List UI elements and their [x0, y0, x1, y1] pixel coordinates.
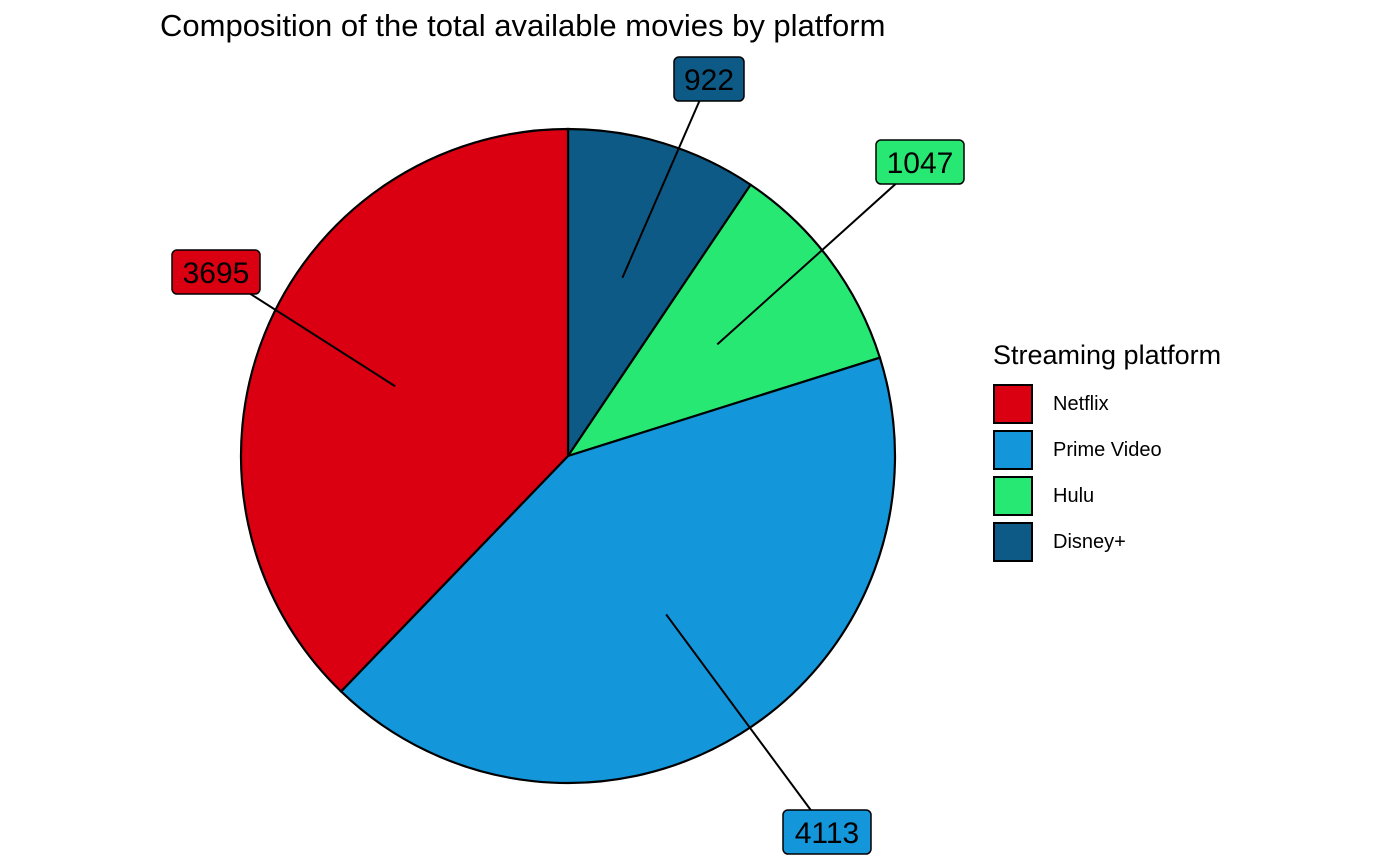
data-label-box-disney-plus	[673, 56, 745, 102]
legend-label-hulu: Hulu	[1053, 484, 1095, 507]
data-label-box-netflix	[171, 249, 261, 295]
legend-key-hulu	[993, 476, 1033, 516]
leader-line-hulu	[716, 161, 921, 346]
legend: Streaming platform Netflix Prime Video H…	[993, 340, 1221, 565]
pie-slice-prime-video	[339, 356, 897, 785]
data-label-hulu: 1047	[887, 147, 954, 180]
pie-slices	[239, 127, 897, 785]
pie-slice-hulu	[565, 183, 882, 458]
legend-item-prime-video: Prime Video	[993, 427, 1221, 473]
legend-item-disney-plus: Disney+	[993, 519, 1221, 565]
legend-label-netflix: Netflix	[1053, 392, 1109, 415]
data-label-prime-video: 4113	[795, 817, 860, 850]
legend-key-disney-plus	[993, 522, 1033, 562]
pie-data-labels: 922 1047 4113 3695	[171, 56, 965, 855]
pie-slice-netflix	[239, 127, 570, 693]
data-label-box-hulu	[875, 139, 965, 185]
data-label-box-prime-video	[782, 809, 872, 855]
pie-slice-disney-plus	[566, 127, 753, 460]
data-label-disney-plus: 922	[684, 64, 734, 97]
legend-key-netflix	[993, 384, 1033, 424]
legend-label-disney-plus: Disney+	[1053, 530, 1126, 553]
legend-key-prime-video	[993, 430, 1033, 470]
legend-label-prime-video: Prime Video	[1053, 438, 1162, 461]
legend-item-hulu: Hulu	[993, 473, 1221, 519]
legend-title: Streaming platform	[993, 340, 1222, 370]
leader-line-disney-plus	[621, 78, 710, 279]
legend-item-netflix: Netflix	[993, 381, 1221, 427]
leader-line-prime-video	[665, 613, 828, 833]
chart-title: Composition of the total available movie…	[160, 8, 886, 43]
data-label-netflix: 3695	[183, 257, 250, 290]
